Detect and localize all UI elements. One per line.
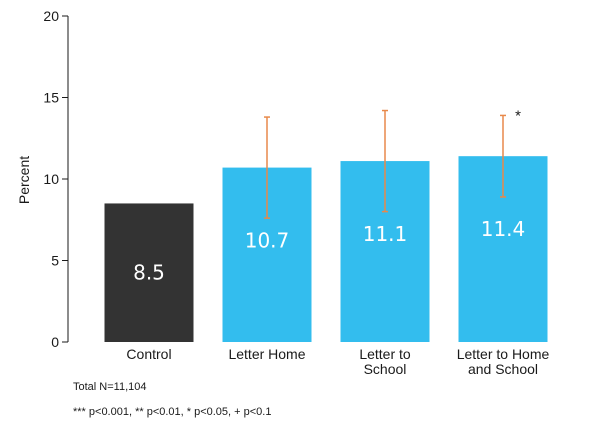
y-tick-label: 0 [51, 334, 59, 350]
bar-value-label: 10.7 [245, 229, 290, 253]
category-label-line: Control [126, 346, 171, 362]
significance-marker: * [515, 107, 521, 124]
y-tick-label: 15 [43, 90, 59, 106]
category-label: Letter to School [359, 346, 411, 377]
total-n-note: Total N=11,104 [73, 381, 147, 393]
category-label-line: School [364, 361, 407, 377]
category-label-line: Letter to Home [457, 346, 550, 362]
category-label-line: Letter to [359, 346, 411, 362]
bar-value-labels: 8.5 10.7 11.1 11.4 [133, 217, 525, 285]
significance-markers: * [515, 107, 521, 124]
y-axis-label: Percent [16, 156, 32, 204]
category-label: Letter Home [228, 346, 305, 362]
significance-key-note: *** p<0.001, ** p<0.01, * p<0.05, + p<0.… [73, 406, 272, 418]
bar-value-label: 8.5 [133, 261, 165, 285]
bar [104, 203, 194, 342]
bar-value-label: 11.4 [481, 217, 526, 241]
category-label: Control [126, 346, 171, 362]
y-axis: 0 5 10 15 20 [43, 8, 69, 350]
category-label: Letter to Home and School [457, 346, 550, 377]
bar-value-label: 11.1 [363, 222, 408, 246]
category-label-line: Letter Home [228, 346, 305, 362]
y-tick-label: 20 [43, 8, 59, 24]
y-tick-label: 10 [43, 171, 59, 187]
category-labels: Control Letter Home Letter to SchoolLetter … [126, 346, 549, 377]
bars [104, 156, 548, 342]
error-bar [500, 114, 506, 198]
error-bar [264, 116, 270, 219]
category-label-line: and School [468, 361, 538, 377]
error-bars [264, 109, 506, 219]
error-bar [382, 109, 388, 213]
y-tick-label: 5 [51, 253, 59, 269]
